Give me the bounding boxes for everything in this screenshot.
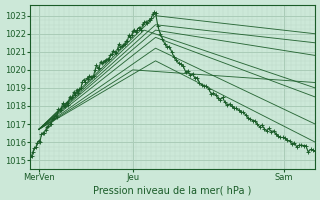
X-axis label: Pression niveau de la mer( hPa ): Pression niveau de la mer( hPa ) — [93, 185, 252, 195]
